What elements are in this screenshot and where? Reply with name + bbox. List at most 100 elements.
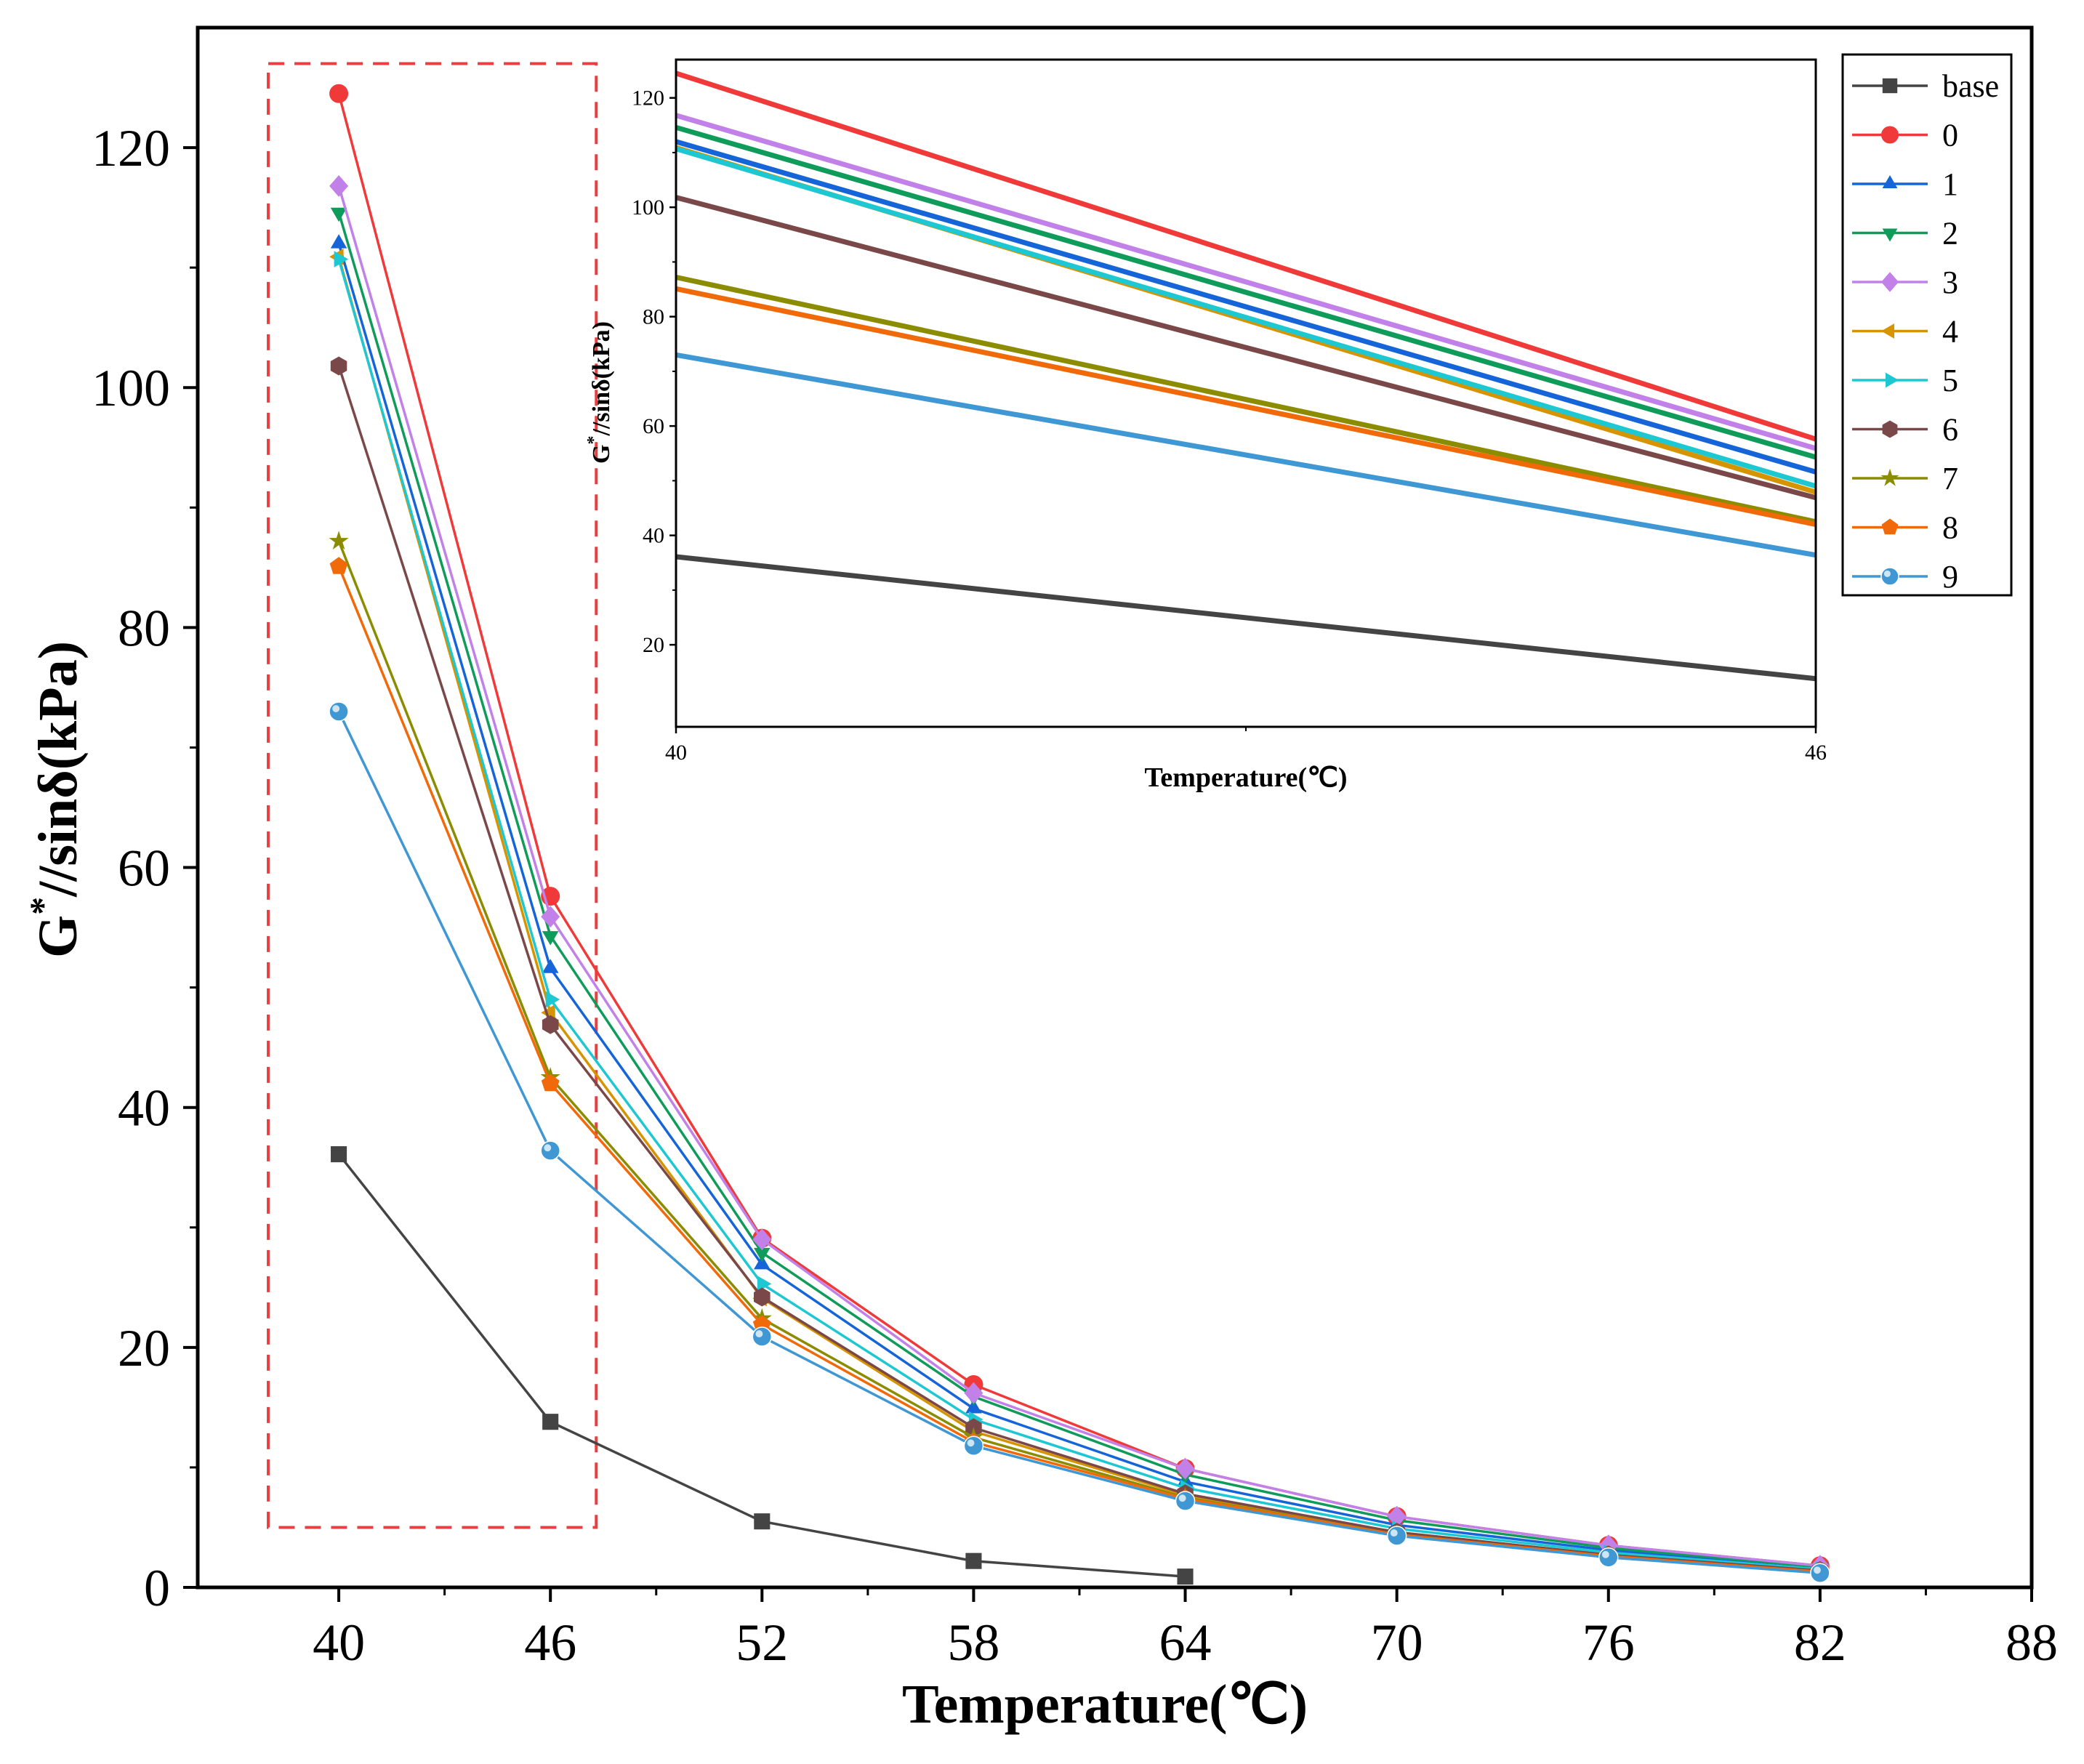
data-point-6-52 (754, 1287, 771, 1307)
inset-x-ticks: 40 46 (665, 727, 1827, 765)
legend-label-0: 0 (1942, 118, 1958, 153)
series-base (331, 1146, 1194, 1585)
x-tick-label-46: 46 (524, 1614, 576, 1672)
legend-marker-1 (1882, 175, 1898, 188)
legend-label-1: 1 (1942, 166, 1958, 202)
legend: base 0 1 2 3 4 5 6 7 8 9 (1841, 53, 2013, 597)
data-point-8-46 (541, 1074, 560, 1092)
data-point-2-40 (330, 207, 347, 222)
legend-marker-9 (1880, 567, 1899, 586)
data-point-1-58 (965, 1399, 982, 1414)
main-x-axis-title: Temperature(℃) (902, 1674, 1308, 1735)
x-tick-label-58: 58 (947, 1614, 999, 1672)
data-point-3-52 (752, 1228, 772, 1251)
legend-marker-2 (1882, 228, 1898, 242)
legend-item-8: 8 (1852, 510, 1958, 546)
data-point-5-46 (545, 991, 560, 1008)
legend-label-9: 9 (1942, 559, 1958, 595)
data-point-7-40 (329, 531, 349, 550)
y-tick-label-120: 120 (92, 119, 170, 177)
data-point-9-52 (752, 1326, 773, 1347)
data-point-9-46 (540, 1140, 560, 1161)
data-point-3-58 (964, 1382, 983, 1404)
inset-y-axis-title: G*//sinδ(kPa) (584, 321, 615, 464)
main-y-ticks: 0 20 40 60 80 100 120 (92, 119, 198, 1617)
legend-label-2: 2 (1942, 216, 1958, 251)
data-point-base-58 (965, 1552, 982, 1569)
x-tick-label-70: 70 (1371, 1614, 1423, 1672)
x-tick-label-64: 64 (1159, 1614, 1212, 1672)
main-y-axis-title-rest: //sinδ(kPa) (28, 641, 89, 898)
legend-item-4: 4 (1852, 314, 1958, 350)
data-point-3-46 (541, 906, 560, 928)
data-point-base-40 (331, 1146, 347, 1163)
data-point-1-40 (330, 234, 347, 249)
y-tick-label-100: 100 (92, 359, 170, 417)
legend-marker-base (1882, 78, 1898, 94)
inset-background (676, 60, 1816, 727)
legend-label-6: 6 (1942, 412, 1958, 448)
inset-y-ticks: 20 40 60 80 100 120 (632, 86, 676, 657)
legend-box (1841, 53, 2013, 597)
series-line-5 (337, 259, 1821, 1571)
inset-series-line-1 (675, 139, 1817, 475)
legend-label-base: base (1942, 68, 1999, 104)
data-point-2-46 (542, 931, 559, 946)
data-point-9-70 (1386, 1526, 1407, 1546)
data-point-3-76 (1598, 1534, 1618, 1557)
data-point-9-58 (963, 1435, 984, 1456)
inset-series-line-5 (675, 146, 1817, 489)
main-plot-frame (196, 25, 2034, 1590)
y-tick-label-60: 60 (118, 839, 170, 898)
legend-label-8: 8 (1942, 510, 1958, 546)
main-y-axis-title-sup: * (22, 897, 63, 915)
inset-y-tick-label-100: 100 (632, 196, 664, 220)
series-line-6 (337, 365, 1821, 1572)
data-point-9-76 (1598, 1547, 1619, 1568)
data-point-9-82 (1810, 1563, 1830, 1583)
inset-series-line-9 (675, 352, 1817, 558)
legend-items: base 0 1 2 3 4 5 6 7 8 9 (1852, 68, 1999, 595)
inset-series-line-3 (675, 113, 1817, 451)
inset-x-tick-label-46: 46 (1805, 741, 1827, 765)
main-series-group (329, 84, 1830, 1585)
data-point-base-46 (542, 1414, 559, 1430)
series-line-9 (337, 711, 1821, 1574)
legend-label-3: 3 (1942, 265, 1958, 300)
data-point-1-46 (542, 959, 559, 973)
data-point-6-40 (330, 356, 347, 376)
legend-item-5: 5 (1852, 363, 1958, 398)
data-point-base-52 (754, 1513, 771, 1530)
data-point-9-40 (329, 701, 349, 722)
x-tick-label-88: 88 (2005, 1614, 2058, 1672)
inset-series-line-0 (675, 71, 1817, 442)
data-point-5-52 (757, 1276, 772, 1292)
inset-x-tick-label-40: 40 (665, 741, 687, 765)
legend-label-5: 5 (1942, 363, 1958, 398)
data-point-0-40 (329, 84, 349, 103)
inset-series-line-6 (675, 195, 1817, 501)
inset-series-group (675, 71, 1817, 682)
inset-chart: 40 46 20 40 60 80 100 120 Temperature(℃) G*//s… (584, 58, 1827, 793)
inset-y-axis-title-sup: * (584, 436, 603, 445)
x-tick-label-76: 76 (1582, 1614, 1635, 1672)
legend-item-2: 2 (1852, 216, 1958, 251)
inset-y-axis-title-rest: //sinδ(kPa) (588, 321, 615, 436)
data-point-6-46 (542, 1015, 559, 1034)
data-point-9-64 (1175, 1491, 1196, 1511)
x-tick-label-82: 82 (1794, 1614, 1846, 1672)
data-point-base-64 (1177, 1568, 1194, 1585)
inset-y-tick-label-80: 80 (643, 305, 664, 329)
legend-marker-5 (1886, 372, 1899, 388)
inset-x-axis-title: Temperature(℃) (1144, 762, 1347, 793)
legend-marker-8 (1881, 518, 1899, 535)
inset-series-line-7 (675, 275, 1817, 525)
inset-series-line-2 (675, 124, 1817, 460)
legend-marker-4 (1881, 323, 1894, 339)
inset-y-tick-label-120: 120 (632, 86, 664, 110)
data-point-3-70 (1387, 1505, 1407, 1528)
legend-label-7: 7 (1942, 461, 1958, 496)
legend-item-9: 9 (1852, 559, 1958, 595)
inset-y-axis-title-g: G (588, 445, 615, 464)
data-point-3-40 (329, 175, 349, 197)
